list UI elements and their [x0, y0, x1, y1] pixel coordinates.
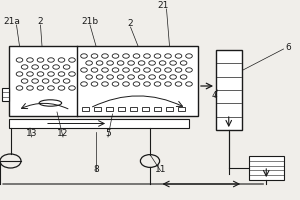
Text: 21a: 21a — [4, 17, 20, 25]
Bar — [82, 107, 89, 111]
Bar — [142, 107, 149, 111]
Bar — [216, 50, 242, 130]
Bar — [118, 107, 125, 111]
Bar — [166, 107, 173, 111]
Text: 21b: 21b — [81, 17, 99, 25]
Text: 6: 6 — [285, 44, 291, 52]
Ellipse shape — [39, 100, 62, 106]
Bar — [130, 107, 137, 111]
Text: 11: 11 — [155, 164, 166, 173]
Text: 12: 12 — [57, 130, 69, 138]
Bar — [94, 107, 101, 111]
Text: 13: 13 — [26, 130, 37, 138]
Bar — [154, 107, 161, 111]
Bar — [178, 107, 185, 111]
Bar — [9, 46, 198, 116]
Text: 4: 4 — [212, 92, 217, 100]
Text: 21: 21 — [158, 1, 169, 10]
Text: 2: 2 — [38, 17, 43, 25]
Bar — [2, 88, 9, 101]
Text: 5: 5 — [105, 130, 111, 138]
Bar — [249, 156, 284, 180]
Bar — [106, 107, 113, 111]
Text: 8: 8 — [93, 164, 99, 173]
Text: 2: 2 — [128, 20, 133, 28]
Bar — [9, 119, 189, 128]
